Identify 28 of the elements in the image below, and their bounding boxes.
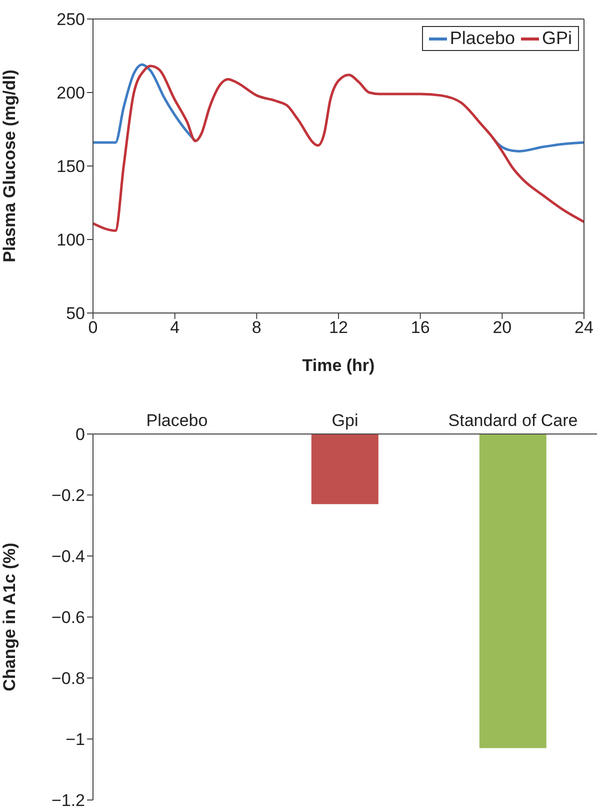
x-tick-label: Gpi (332, 411, 358, 430)
y-tick-label: 100 (56, 230, 85, 250)
y-tick-label: 0 (76, 425, 85, 444)
x-tick-label: 12 (329, 318, 348, 338)
y-tick-label: −0.8 (51, 669, 85, 688)
y-tick-label: 250 (56, 10, 85, 30)
legend-label: GPi (542, 28, 572, 49)
x-tick-label: 4 (170, 318, 180, 338)
y-tick-label: −1.2 (51, 791, 85, 810)
y-axis-title: Plasma Glucose (mg/dl) (0, 70, 20, 262)
x-tick-label: 0 (88, 318, 98, 338)
y-tick-label: 150 (56, 157, 85, 176)
y-tick-label: −0.4 (51, 547, 85, 566)
x-tick-label: Placebo (146, 411, 208, 430)
x-tick-label: 16 (410, 318, 430, 338)
x-tick-label: Standard of Care (448, 411, 578, 430)
y-axis-title: Change in A1c (%) (0, 542, 20, 692)
y-tick-label: −0.2 (51, 486, 85, 506)
y-tick-label: 200 (56, 84, 85, 103)
x-tick-label: 24 (574, 318, 594, 338)
x-axis-title: Time (hr) (302, 356, 375, 375)
y-tick-label: 50 (66, 304, 85, 324)
legend-label: Placebo (450, 28, 515, 49)
line-series (93, 64, 584, 232)
x-tick-label: 8 (252, 318, 262, 338)
y-tick-label: −0.6 (51, 608, 85, 628)
y-tick-label: −1 (66, 730, 85, 750)
x-tick-label: 20 (492, 318, 512, 338)
